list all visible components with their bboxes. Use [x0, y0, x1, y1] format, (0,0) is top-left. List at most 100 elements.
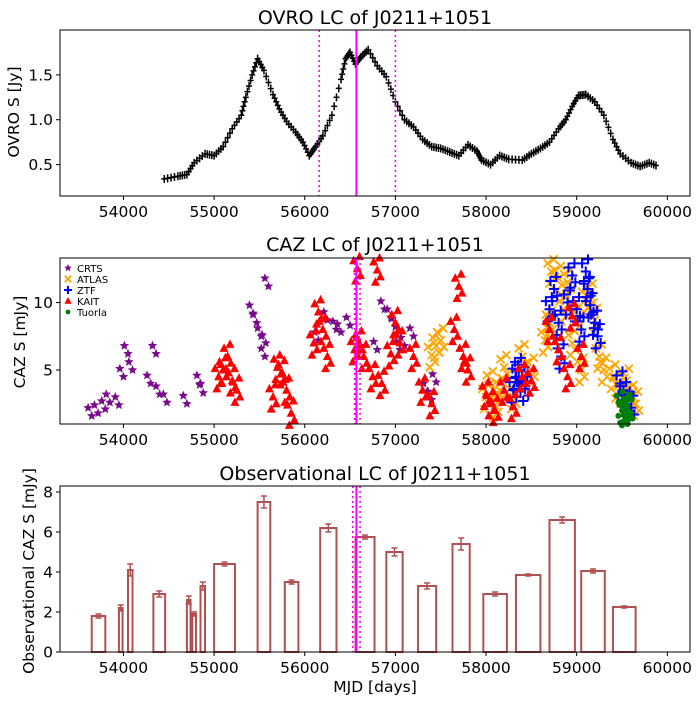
- data-point: [65, 309, 71, 315]
- data-point: [110, 392, 121, 402]
- data-point: [359, 351, 369, 361]
- data-point: [574, 363, 584, 373]
- data-point: [252, 323, 263, 333]
- data-point: [459, 356, 469, 366]
- data-point: [482, 370, 492, 381]
- bar: [482, 593, 508, 653]
- bar: [126, 569, 134, 653]
- data-point: [89, 400, 100, 410]
- data-point: [611, 370, 622, 381]
- data-point: [506, 413, 516, 423]
- data-point: [606, 384, 616, 394]
- data-point: [388, 336, 398, 346]
- data-point: [508, 401, 518, 410]
- data-point: [234, 373, 244, 382]
- data-point: [620, 395, 627, 402]
- data-point: [357, 363, 367, 373]
- data-point: [450, 273, 460, 282]
- data-point: [320, 312, 330, 321]
- data-point: [563, 262, 574, 273]
- data-point: [520, 378, 530, 388]
- data-point: [456, 269, 466, 278]
- data-point: [525, 387, 535, 397]
- data-point: [314, 316, 324, 325]
- data-point: [479, 401, 489, 410]
- data-point: [279, 355, 289, 365]
- data-point: [105, 397, 115, 407]
- bar: [548, 519, 576, 653]
- data-point: [405, 343, 415, 352]
- data-point: [484, 410, 494, 420]
- data-point: [543, 336, 553, 346]
- data-point: [318, 324, 328, 334]
- bar: [319, 527, 338, 653]
- data-point: [514, 363, 524, 373]
- data-point: [438, 323, 448, 333]
- data-point: [409, 351, 419, 361]
- data-point: [528, 353, 539, 363]
- data-point: [391, 329, 401, 339]
- y-tick-label: 1.5: [28, 66, 53, 84]
- data-point: [192, 370, 202, 380]
- data-point: [364, 363, 374, 373]
- data-point: [408, 331, 419, 341]
- bar: [199, 585, 207, 653]
- data-point: [548, 254, 559, 264]
- data-point: [601, 353, 611, 363]
- x-tick-label: 58000: [461, 659, 510, 677]
- data-point: [226, 358, 236, 367]
- x-tick-label: 58000: [461, 203, 510, 221]
- data-point: [248, 309, 258, 319]
- data-point: [615, 381, 626, 392]
- caz-axes: 54000 55000 56000 57000 58000 59000 60000 5 10: [33, 257, 692, 449]
- data-point: [523, 367, 533, 377]
- data-point: [427, 398, 437, 408]
- data-point: [488, 366, 498, 377]
- data-point: [268, 392, 278, 401]
- data-point: [617, 366, 628, 377]
- bar: [90, 615, 107, 653]
- data-point: [514, 343, 524, 354]
- data-point: [576, 324, 587, 335]
- data-point: [429, 386, 439, 396]
- data-point: [147, 340, 158, 350]
- data-point: [256, 343, 266, 353]
- data-point: [436, 335, 446, 345]
- data-point: [288, 396, 298, 405]
- data-point: [382, 340, 392, 350]
- data-point: [566, 378, 576, 388]
- data-point: [565, 350, 575, 360]
- bar: [385, 551, 404, 653]
- x-tick-label: 59000: [552, 431, 601, 449]
- data-point: [511, 377, 522, 388]
- data-point: [244, 300, 255, 310]
- data-point: [266, 404, 276, 413]
- x-tick-label: 59000: [552, 203, 601, 221]
- data-point: [515, 383, 525, 393]
- data-point: [232, 385, 242, 394]
- legend-label: ATLAS: [77, 275, 108, 286]
- data-point: [515, 352, 526, 363]
- data-point: [251, 317, 262, 327]
- data-point: [520, 359, 530, 369]
- bar: [580, 570, 606, 653]
- data-point: [581, 292, 592, 303]
- data-point: [341, 312, 352, 322]
- data-point: [93, 408, 103, 418]
- x-tick-label: 56000: [280, 659, 329, 677]
- y-tick-label: 0: [43, 644, 53, 662]
- data-point: [577, 258, 588, 269]
- plot-frame: [59, 29, 691, 197]
- data-point: [289, 414, 299, 424]
- data-point: [384, 360, 394, 370]
- data-point: [554, 344, 564, 354]
- data-point: [271, 374, 281, 383]
- data-point: [269, 354, 279, 363]
- obs-panel: Observational LC of J0211+1051 Observati…: [20, 463, 692, 696]
- bar: [152, 593, 167, 653]
- x-tick-label: 54000: [99, 203, 148, 221]
- bar: [213, 563, 236, 653]
- data-point: [277, 367, 287, 377]
- data-point: [584, 271, 595, 282]
- data-point: [86, 410, 97, 420]
